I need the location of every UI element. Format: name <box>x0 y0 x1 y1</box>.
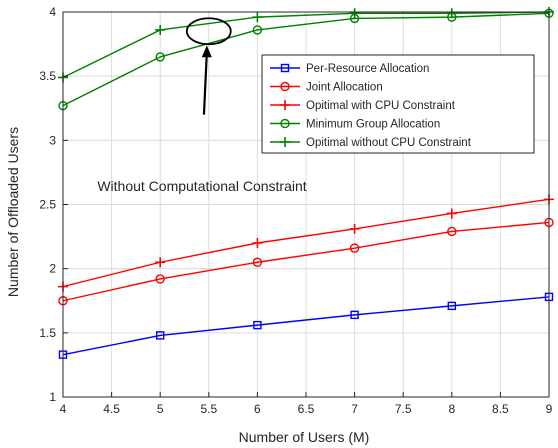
data-point <box>446 208 457 219</box>
y-tick-label: 1.5 <box>39 326 56 340</box>
annotation: Without Computational Constraint <box>97 17 307 194</box>
data-point <box>349 8 360 19</box>
legend-item: Joint Allocation <box>270 82 383 94</box>
data-point <box>252 25 263 35</box>
y-tick-label: 2.5 <box>39 198 56 212</box>
series-line <box>62 12 550 107</box>
x-axis-label: Number of Users (M) <box>239 429 370 445</box>
legend-swatch-marker <box>280 63 290 73</box>
annotation-arrow-line <box>202 53 208 115</box>
series-line <box>62 221 550 302</box>
legend-swatch-marker <box>280 118 290 129</box>
x-tick-label: 7 <box>351 402 358 416</box>
series-line <box>62 198 550 288</box>
x-tick-label: 6 <box>254 402 261 416</box>
legend-label: Per-Resource Allocation <box>306 63 429 75</box>
x-tick-label: 4 <box>60 402 67 416</box>
series-line <box>62 11 550 79</box>
legend-label: Minimum Group Allocation <box>306 119 440 131</box>
data-point <box>350 310 359 320</box>
y-axis-label: Number of Offloaded Users <box>5 127 21 297</box>
legend-swatch-marker <box>280 100 290 110</box>
legend-label: Opitimal without CPU Constraint <box>306 137 472 149</box>
x-tick-label: 9 <box>546 402 553 416</box>
legend-item: Opitimal with CPU Constraint <box>270 100 456 112</box>
annotation-arrow-head <box>201 45 212 58</box>
series-line <box>62 296 550 356</box>
y-tick-label: 3.5 <box>39 69 56 83</box>
legend-item: Opitimal without CPU Constraint <box>270 137 472 149</box>
axis-ticks: 4 4.5 5 5.5 6 6.5 7 7.5 8 8.5 9 1 1.5 2 2.5 3 3.5 4 <box>39 5 552 416</box>
data-point <box>349 223 360 234</box>
data-point <box>155 274 165 284</box>
x-tick-label: 8 <box>448 402 455 416</box>
legend-swatch-marker <box>280 81 290 92</box>
legend-label: Joint Allocation <box>306 82 383 94</box>
x-tick-label: 5.5 <box>200 402 217 416</box>
data-point <box>155 52 165 62</box>
data-point <box>252 257 263 267</box>
x-tick-label: 5 <box>157 402 164 416</box>
data-point <box>155 24 166 35</box>
data-point <box>252 238 263 248</box>
data-point <box>155 257 166 268</box>
y-tick-label: 3 <box>49 133 56 147</box>
legend-item: Minimum Group Allocation <box>270 119 440 131</box>
legend: Per-Resource Allocation Joint Allocation O… <box>261 54 535 154</box>
annotation-ellipse <box>185 17 232 46</box>
x-tick-label: 4.5 <box>103 402 120 416</box>
data-point <box>446 8 457 19</box>
y-tick-label: 1 <box>49 390 56 404</box>
y-tick-label: 2 <box>49 262 56 276</box>
data-point <box>252 12 263 23</box>
x-tick-label: 6.5 <box>298 402 315 416</box>
data-point <box>447 301 456 311</box>
y-tick-label: 4 <box>49 5 56 19</box>
x-tick-label: 8.5 <box>492 402 509 416</box>
legend-item: Per-Resource Allocation <box>270 63 429 75</box>
data-point <box>155 331 165 340</box>
legend-box <box>261 54 535 154</box>
x-tick-label: 7.5 <box>395 402 412 416</box>
legend-swatch-marker <box>280 137 290 147</box>
legend-label: Opitimal with CPU Constraint <box>306 100 456 112</box>
data-point <box>349 243 360 253</box>
annotation-text: Without Computational Constraint <box>97 178 306 194</box>
data-point <box>253 320 262 330</box>
data-point <box>447 226 457 237</box>
